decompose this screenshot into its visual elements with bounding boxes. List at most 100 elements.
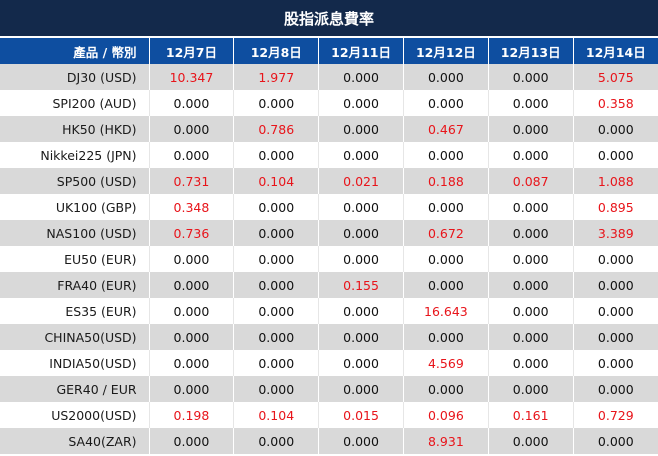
rate-cell: 0.000 <box>572 376 658 402</box>
rate-cell: 0.000 <box>233 350 319 376</box>
rate-cell: 0.000 <box>233 428 319 454</box>
rate-cell: 0.198 <box>148 402 234 428</box>
rate-cell: 0.000 <box>318 64 404 90</box>
rate-cell: 0.000 <box>318 324 404 350</box>
rate-cell: 0.000 <box>233 298 319 324</box>
rate-cell: 0.000 <box>148 116 234 142</box>
rate-cell: 0.000 <box>148 142 234 168</box>
table-title: 股指派息費率 <box>0 0 658 38</box>
table-row: SA40(ZAR) 0.000 0.000 0.000 8.931 0.000 0.000 <box>0 428 658 454</box>
product-name: FRA40 (EUR) <box>0 272 150 298</box>
rate-cell: 0.000 <box>318 142 404 168</box>
rate-cell: 0.000 <box>318 428 404 454</box>
product-name: HK50 (HKD) <box>0 116 150 142</box>
rate-cell: 4.569 <box>402 350 489 376</box>
rate-cell: 0.000 <box>487 324 574 350</box>
rate-cell: 0.000 <box>487 64 574 90</box>
product-name: SA40(ZAR) <box>0 428 150 454</box>
rate-cell: 0.000 <box>402 194 489 220</box>
table-body: DJ30 (USD) 10.347 1.977 0.000 0.000 0.000 5.07… <box>0 64 658 454</box>
header-date: 12月8日 <box>233 38 319 64</box>
rate-cell: 0.021 <box>318 168 404 194</box>
product-name: SPI200 (AUD) <box>0 90 150 116</box>
dividend-table: 產品 / 幣別 12月7日 12月8日 12月11日 12月12日 12月13日… <box>0 38 658 454</box>
rate-cell: 0.000 <box>233 194 319 220</box>
product-name: EU50 (EUR) <box>0 246 150 272</box>
rate-cell: 0.000 <box>148 298 234 324</box>
table-row: ES35 (EUR) 0.000 0.000 0.000 16.643 0.000 0.00… <box>0 298 658 324</box>
rate-cell: 0.000 <box>572 298 658 324</box>
rate-cell: 0.188 <box>402 168 489 194</box>
rate-cell: 0.000 <box>233 324 319 350</box>
header-date: 12月11日 <box>318 38 404 64</box>
rate-cell: 0.000 <box>318 90 404 116</box>
rate-cell: 0.000 <box>572 246 658 272</box>
rate-cell: 10.347 <box>148 64 234 90</box>
rate-cell: 0.000 <box>148 376 234 402</box>
rate-cell: 0.000 <box>233 142 319 168</box>
rate-cell: 0.895 <box>572 194 658 220</box>
table-row: INDIA50(USD) 0.000 0.000 0.000 4.569 0.000 0.0… <box>0 350 658 376</box>
rate-cell: 0.358 <box>572 90 658 116</box>
rate-cell: 0.000 <box>487 350 574 376</box>
rate-cell: 0.000 <box>487 116 574 142</box>
rate-cell: 0.672 <box>402 220 489 246</box>
product-name: DJ30 (USD) <box>0 64 150 90</box>
header-date: 12月12日 <box>402 38 489 64</box>
rate-cell: 5.075 <box>572 64 658 90</box>
table-row: HK50 (HKD) 0.000 0.786 0.000 0.467 0.000 0.000 <box>0 116 658 142</box>
rate-cell: 1.977 <box>233 64 319 90</box>
product-name: GER40 / EUR <box>0 376 150 402</box>
product-name: CHINA50(USD) <box>0 324 150 350</box>
rate-cell: 0.000 <box>487 272 574 298</box>
rate-cell: 0.000 <box>402 272 489 298</box>
table-row: NAS100 (USD) 0.736 0.000 0.000 0.672 0.000 3.3… <box>0 220 658 246</box>
table-row: Nikkei225 (JPN) 0.000 0.000 0.000 0.000 0.000… <box>0 142 658 168</box>
rate-cell: 0.000 <box>318 220 404 246</box>
rate-cell: 0.161 <box>487 402 574 428</box>
rate-cell: 0.087 <box>487 168 574 194</box>
rate-cell: 0.000 <box>572 428 658 454</box>
rate-cell: 0.000 <box>233 272 319 298</box>
table-row: US2000(USD) 0.198 0.104 0.015 0.096 0.161 0.72… <box>0 402 658 428</box>
rate-cell: 0.000 <box>233 220 319 246</box>
rate-cell: 0.000 <box>487 90 574 116</box>
rate-cell: 0.096 <box>402 402 489 428</box>
rate-cell: 0.000 <box>233 246 319 272</box>
rate-cell: 0.786 <box>233 116 319 142</box>
table-row: UK100 (GBP) 0.348 0.000 0.000 0.000 0.000 0.89… <box>0 194 658 220</box>
product-name: INDIA50(USD) <box>0 350 150 376</box>
table-row: EU50 (EUR) 0.000 0.000 0.000 0.000 0.000 0.000 <box>0 246 658 272</box>
rate-cell: 0.000 <box>402 142 489 168</box>
rate-cell: 0.000 <box>148 324 234 350</box>
rate-cell: 0.000 <box>402 246 489 272</box>
rate-cell: 0.000 <box>318 246 404 272</box>
table-row: GER40 / EUR 0.000 0.000 0.000 0.000 0.000 0.00… <box>0 376 658 402</box>
rate-cell: 0.729 <box>572 402 658 428</box>
rate-cell: 0.000 <box>148 90 234 116</box>
product-name: Nikkei225 (JPN) <box>0 142 150 168</box>
rate-cell: 0.015 <box>318 402 404 428</box>
header-date: 12月7日 <box>148 38 234 64</box>
product-name: UK100 (GBP) <box>0 194 150 220</box>
rate-cell: 0.000 <box>318 194 404 220</box>
rate-cell: 0.000 <box>487 376 574 402</box>
rate-cell: 0.000 <box>487 246 574 272</box>
rate-cell: 0.000 <box>148 246 234 272</box>
header-product: 產品 / 幣別 <box>0 38 150 64</box>
rate-cell: 0.000 <box>402 64 489 90</box>
rate-cell: 0.000 <box>402 324 489 350</box>
rate-cell: 8.931 <box>402 428 489 454</box>
rate-cell: 0.104 <box>233 402 319 428</box>
product-name: NAS100 (USD) <box>0 220 150 246</box>
table-row: SP500 (USD) 0.731 0.104 0.021 0.188 0.087 1.08… <box>0 168 658 194</box>
header-row: 產品 / 幣別 12月7日 12月8日 12月11日 12月12日 12月13日… <box>0 38 658 64</box>
rate-cell: 0.000 <box>572 272 658 298</box>
rate-cell: 0.000 <box>233 90 319 116</box>
rate-cell: 0.000 <box>487 428 574 454</box>
rate-cell: 0.000 <box>148 350 234 376</box>
rate-cell: 0.000 <box>487 220 574 246</box>
rate-cell: 0.000 <box>402 90 489 116</box>
rate-cell: 0.000 <box>572 324 658 350</box>
rate-cell: 0.000 <box>402 376 489 402</box>
